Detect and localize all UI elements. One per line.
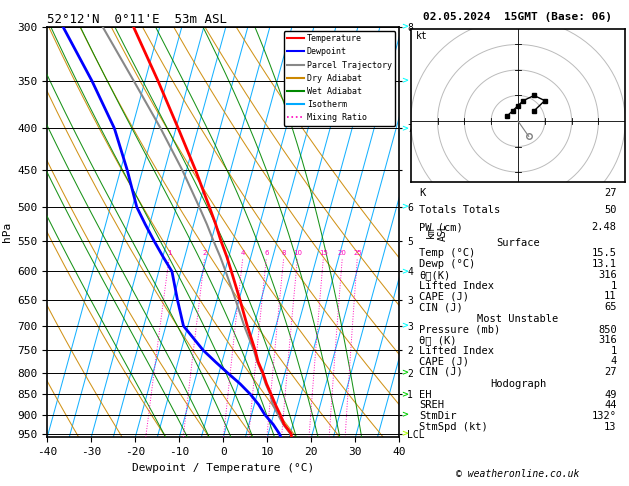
Y-axis label: hPa: hPa xyxy=(2,222,12,242)
Text: >: > xyxy=(401,368,408,378)
Text: 27: 27 xyxy=(604,188,616,198)
Text: CIN (J): CIN (J) xyxy=(420,367,463,377)
Text: 13: 13 xyxy=(604,422,616,432)
Text: >: > xyxy=(401,267,408,276)
Text: 2: 2 xyxy=(203,250,207,257)
Text: >: > xyxy=(401,203,408,211)
Text: © weatheronline.co.uk: © weatheronline.co.uk xyxy=(456,469,580,479)
Text: >: > xyxy=(401,390,408,399)
Text: Lifted Index: Lifted Index xyxy=(420,346,494,356)
Text: 15.5: 15.5 xyxy=(592,248,616,259)
Legend: Temperature, Dewpoint, Parcel Trajectory, Dry Adiabat, Wet Adiabat, Isotherm, Mi: Temperature, Dewpoint, Parcel Trajectory… xyxy=(284,31,395,125)
X-axis label: Dewpoint / Temperature (°C): Dewpoint / Temperature (°C) xyxy=(132,463,314,473)
Text: CIN (J): CIN (J) xyxy=(420,302,463,312)
Text: 13.1: 13.1 xyxy=(592,259,616,269)
Text: 65: 65 xyxy=(604,302,616,312)
Text: 316: 316 xyxy=(598,270,616,280)
Text: 1: 1 xyxy=(610,280,616,291)
Text: 27: 27 xyxy=(604,367,616,377)
Text: 50: 50 xyxy=(604,205,616,215)
Text: >: > xyxy=(401,429,408,438)
Text: Pressure (mb): Pressure (mb) xyxy=(420,325,501,335)
Text: 8: 8 xyxy=(282,250,286,257)
Text: 4: 4 xyxy=(241,250,245,257)
Text: 1: 1 xyxy=(167,250,172,257)
Text: >: > xyxy=(401,124,408,133)
Text: 4: 4 xyxy=(610,356,616,366)
Text: 20: 20 xyxy=(338,250,347,257)
Text: 850: 850 xyxy=(598,325,616,335)
Text: EH: EH xyxy=(420,390,432,399)
Text: Most Unstable: Most Unstable xyxy=(477,314,559,324)
Text: 10: 10 xyxy=(293,250,302,257)
Text: >: > xyxy=(401,321,408,330)
Text: CAPE (J): CAPE (J) xyxy=(420,356,469,366)
Text: Dewp (°C): Dewp (°C) xyxy=(420,259,476,269)
Text: >: > xyxy=(401,22,408,31)
Text: CAPE (J): CAPE (J) xyxy=(420,291,469,301)
Text: Totals Totals: Totals Totals xyxy=(420,205,501,215)
Text: >: > xyxy=(401,410,408,419)
Y-axis label: km
ASL: km ASL xyxy=(426,223,448,241)
Text: 15: 15 xyxy=(319,250,328,257)
Text: Lifted Index: Lifted Index xyxy=(420,280,494,291)
Text: Temp (°C): Temp (°C) xyxy=(420,248,476,259)
Text: PW (cm): PW (cm) xyxy=(420,222,463,232)
Text: K: K xyxy=(420,188,426,198)
Text: 52°12'N  0°11'E  53m ASL: 52°12'N 0°11'E 53m ASL xyxy=(47,13,227,26)
Text: >: > xyxy=(401,77,408,86)
Text: 2.48: 2.48 xyxy=(592,222,616,232)
Text: 44: 44 xyxy=(604,400,616,410)
Text: 49: 49 xyxy=(604,390,616,399)
Text: Surface: Surface xyxy=(496,238,540,247)
Text: StmSpd (kt): StmSpd (kt) xyxy=(420,422,488,432)
Text: θᴇ (K): θᴇ (K) xyxy=(420,335,457,345)
Text: StmDir: StmDir xyxy=(420,411,457,421)
Text: 25: 25 xyxy=(353,250,362,257)
Text: 11: 11 xyxy=(604,291,616,301)
Text: 1: 1 xyxy=(610,346,616,356)
Text: 6: 6 xyxy=(264,250,269,257)
Text: kt: kt xyxy=(416,32,428,41)
Text: Hodograph: Hodograph xyxy=(490,379,546,389)
Text: 316: 316 xyxy=(598,335,616,345)
Text: 02.05.2024  15GMT (Base: 06): 02.05.2024 15GMT (Base: 06) xyxy=(423,12,613,22)
Text: θᴇ(K): θᴇ(K) xyxy=(420,270,450,280)
Text: SREH: SREH xyxy=(420,400,444,410)
Text: 132°: 132° xyxy=(592,411,616,421)
